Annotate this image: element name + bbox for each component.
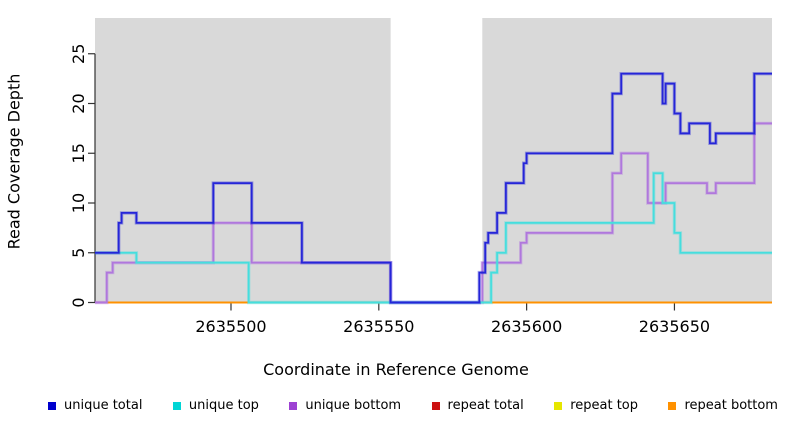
legend-swatch-unique-bottom [289, 401, 298, 410]
legend: unique total unique top unique bottom repea… [0, 398, 792, 413]
legend-swatch-unique-top [172, 401, 181, 410]
legend-swatch-unique-total [48, 401, 56, 410]
legend-label: repeat top [570, 398, 638, 413]
legend-label: unique total [64, 398, 143, 413]
y-tick-label: 25 [69, 44, 88, 64]
series-unique-bottom [95, 122, 772, 304]
series-unique-total [95, 72, 772, 304]
legend-item-repeat-bottom: repeat bottom [668, 398, 778, 413]
no-coverage-gap [390, 18, 483, 303]
y-tick-label: 5 [69, 248, 88, 258]
y-tick-label: 10 [69, 193, 88, 213]
legend-item-unique-bottom: unique bottom [289, 398, 401, 413]
y-axis-label: Read Coverage Depth [4, 73, 24, 250]
legend-item-unique-total: unique total [48, 398, 142, 413]
legend-label: unique bottom [305, 398, 402, 413]
legend-item-repeat-top: repeat top [554, 398, 638, 413]
x-tick-label: 2635550 [343, 317, 414, 336]
legend-item-repeat-total: repeat total [431, 398, 524, 413]
y-tick-label: 15 [69, 143, 88, 163]
x-tick-label: 2635650 [639, 317, 710, 336]
legend-item-unique-top: unique top [172, 398, 259, 413]
legend-label: unique top [188, 398, 259, 413]
y-tick-label: 20 [69, 93, 88, 113]
legend-label: repeat total [447, 398, 524, 413]
x-tick-label: 2635600 [491, 317, 562, 336]
legend-label: repeat bottom [684, 398, 778, 413]
x-tick-label: 2635500 [195, 317, 266, 336]
legend-swatch-repeat-total [431, 401, 440, 410]
series-unique-top [95, 172, 772, 304]
y-tick-label: 0 [69, 297, 88, 307]
x-axis-label: Coordinate in Reference Genome [263, 360, 529, 379]
legend-swatch-repeat-top [554, 401, 563, 410]
legend-swatch-repeat-bottom [668, 401, 677, 410]
